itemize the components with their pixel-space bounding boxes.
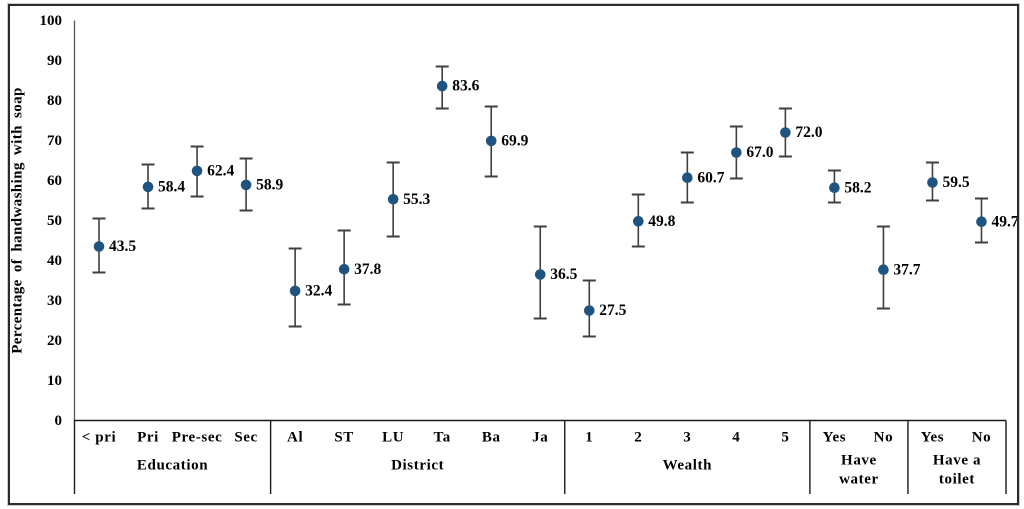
data-point-value-label: 59.5 [942,174,969,191]
data-point-value-label: 27.5 [599,302,626,319]
data-point-value-label: 43.5 [109,238,136,255]
data-point-value-label: 37.7 [893,261,920,278]
data-point-marker [289,285,301,297]
data-point-value-label: 49.7 [991,213,1018,230]
category-tick-label: No [874,429,894,445]
category-tick-label: LU [382,429,404,445]
data-point-value-label: 62.4 [207,162,234,179]
y-tick-label: 80 [47,93,62,109]
data-point-marker [485,135,497,147]
y-tick-label: 100 [40,13,63,29]
group-label: District [391,457,444,473]
data-point-marker [682,172,693,183]
category-tick-label: 5 [781,429,789,445]
data-point-value-label: 58.4 [158,178,185,195]
data-point-value-label: 69.9 [501,132,528,149]
category-tick-label: 3 [683,429,691,445]
data-point-value-label: 60.7 [697,169,724,186]
data-point-marker [927,177,938,188]
y-tick-label: 0 [55,413,63,429]
category-tick-label: Pre-sec [172,429,223,445]
category-tick-label: No [972,429,992,445]
data-point-value-label: 55.3 [403,191,430,208]
data-point-marker [387,194,399,205]
data-point-marker [436,80,448,92]
y-tick-label: 40 [47,253,62,269]
data-point-marker [731,147,742,158]
data-point-value-label: 36.5 [550,266,577,283]
y-tick-label: 20 [47,333,62,349]
category-tick-label: Ja [532,429,548,445]
category-tick-label: Sec [234,429,257,445]
category-tick-label: Ba [482,429,501,445]
data-point-value-label: 37.8 [354,261,381,278]
category-tick-label: Yes [823,429,846,445]
group-label-line2: water [839,471,879,487]
data-point-marker [878,264,889,276]
category-tick-label: < pri [82,429,116,445]
group-label-line1: Have [841,452,877,468]
category-tick-label: 1 [585,429,593,445]
category-tick-label: ST [334,429,354,445]
data-point-value-label: 72.0 [795,124,822,141]
data-point-value-label: 67.0 [746,144,773,161]
y-tick-label: 50 [47,213,62,229]
data-point-marker [142,181,154,193]
group-label-line1: Have a [933,452,981,468]
group-label-line2: toilet [939,471,975,487]
data-point-marker [633,216,644,227]
category-tick-label: Pri [137,429,159,445]
data-point-value-label: 83.6 [452,78,479,95]
group-label: Wealth [663,457,712,473]
data-point-marker [829,182,840,193]
y-axis-title: Percentage of handwashing with soap [9,87,26,354]
group-label: Education [137,457,208,473]
category-tick-label: 4 [732,429,740,445]
data-point-marker [240,179,252,191]
y-tick-label: 10 [47,373,62,389]
data-point-marker [780,127,791,138]
category-tick-label: Ta [434,429,451,445]
data-point-value-label: 49.8 [648,213,675,230]
data-point-value-label: 58.2 [844,179,871,196]
y-tick-label: 60 [47,173,62,189]
y-tick-label: 90 [47,53,62,69]
data-point-marker [976,216,987,227]
data-point-value-label: 32.4 [305,282,332,299]
y-tick-label: 70 [47,133,62,149]
data-point-marker [93,241,105,252]
data-point-marker [191,165,203,177]
data-point-marker [583,305,595,316]
data-point-value-label: 58.9 [256,176,283,193]
data-point-marker [534,269,546,280]
data-point-marker [338,264,350,275]
figure-border [8,4,1019,505]
category-tick-label: 2 [634,429,642,445]
category-tick-label: Al [287,429,303,445]
category-tick-label: Yes [921,429,944,445]
y-tick-label: 30 [47,293,62,309]
